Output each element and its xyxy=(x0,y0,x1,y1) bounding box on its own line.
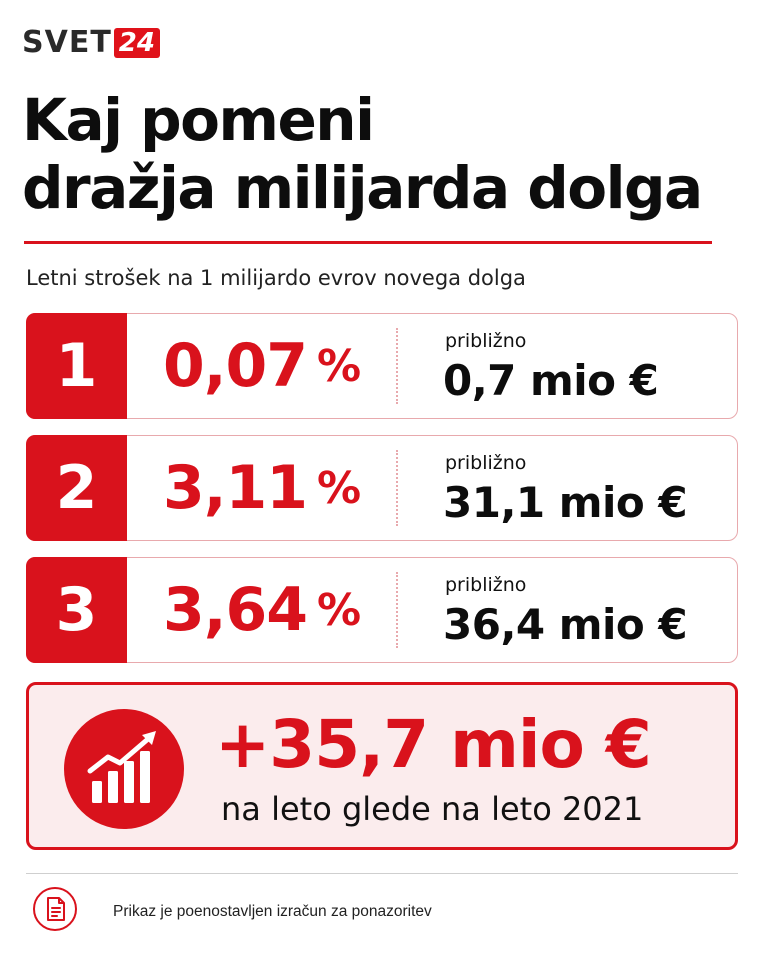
summary-box: +35,7 mio € na leto glede na leto 2021 xyxy=(26,682,738,850)
approx-label: približno xyxy=(445,330,527,352)
row-number: 2 xyxy=(26,435,127,541)
brand-name: SVET xyxy=(22,25,112,60)
rate-row-2: 2 3,11 % približno 31,1 mio € xyxy=(26,435,738,541)
title-line-1: Kaj pomeni xyxy=(22,86,375,154)
row-separator xyxy=(396,572,398,648)
rate-unit: % xyxy=(317,340,361,392)
brand-logo: SVET 24 xyxy=(22,26,160,60)
footnote-text: Prikaz je poenostavljen izračun za ponaz… xyxy=(113,903,432,920)
rate-row-1: 1 0,07 % približno 0,7 mio € xyxy=(26,313,738,419)
page-title: Kaj pomeni dražja milijarda dolga xyxy=(22,86,742,222)
interest-rate: 3,64 % xyxy=(163,572,361,648)
approx-label: približno xyxy=(445,452,527,474)
title-divider xyxy=(24,241,712,244)
rate-value: 3,11 xyxy=(163,453,308,523)
brand-badge: 24 xyxy=(113,28,160,58)
rate-unit: % xyxy=(317,584,361,636)
document-icon xyxy=(33,887,77,931)
subtitle: Letni strošek na 1 milijardo evrov noveg… xyxy=(26,266,526,290)
annual-cost: 31,1 mio € xyxy=(443,478,688,527)
approx-label: približno xyxy=(445,574,527,596)
rate-row-3: 3 3,64 % približno 36,4 mio € xyxy=(26,557,738,663)
row-number: 1 xyxy=(26,313,127,419)
rate-value: 0,07 xyxy=(163,331,308,401)
annual-cost: 36,4 mio € xyxy=(443,600,688,649)
summary-description: na leto glede na leto 2021 xyxy=(221,790,644,828)
title-line-2: dražja milijarda dolga xyxy=(22,154,703,222)
row-number: 3 xyxy=(26,557,127,663)
row-separator xyxy=(396,450,398,526)
rate-value: 3,64 xyxy=(163,575,308,645)
footer-divider xyxy=(26,873,738,874)
summary-value: +35,7 mio € xyxy=(215,706,652,783)
annual-cost: 0,7 mio € xyxy=(443,356,659,405)
interest-rate: 3,11 % xyxy=(163,450,361,526)
row-separator xyxy=(396,328,398,404)
bar-chart-growth-icon xyxy=(64,709,184,829)
interest-rate: 0,07 % xyxy=(163,328,361,404)
rate-unit: % xyxy=(317,462,361,514)
